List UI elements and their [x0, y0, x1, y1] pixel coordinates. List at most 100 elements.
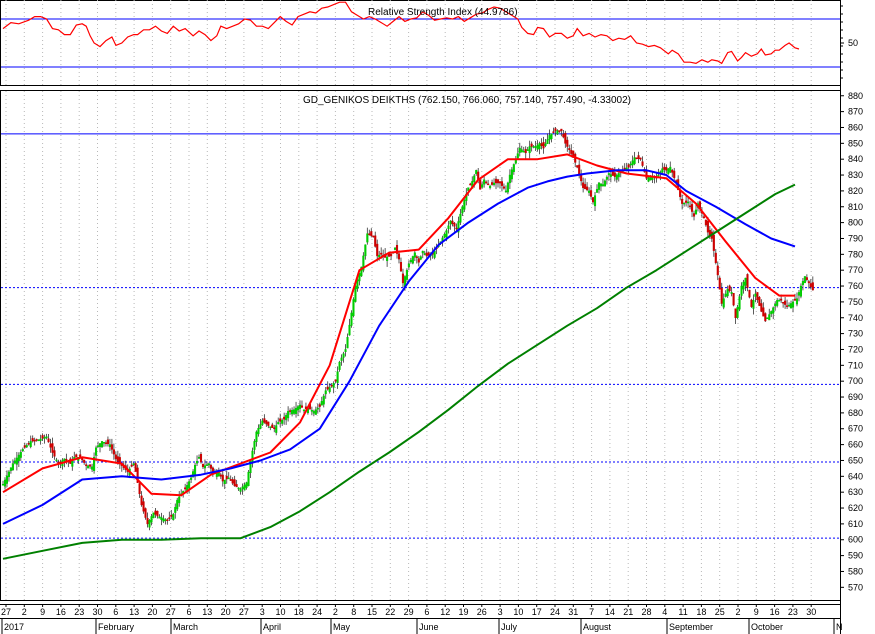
- candle-body: [807, 281, 810, 284]
- x-tick-label: 13: [129, 607, 139, 617]
- candle-body: [229, 479, 232, 481]
- candle-body: [265, 420, 268, 425]
- y-tick-label: 790: [848, 233, 863, 243]
- candle-body: [231, 479, 234, 484]
- y-tick-label: 600: [848, 535, 863, 545]
- candle-body: [285, 415, 288, 421]
- candle-body: [522, 151, 525, 153]
- candle-body: [690, 204, 694, 212]
- candle-body: [372, 235, 375, 238]
- x-tick-label: 27: [166, 607, 176, 617]
- moving-average-line: [2, 153, 795, 497]
- candle-body: [277, 422, 280, 425]
- candle-body: [378, 254, 381, 258]
- candle-body: [197, 457, 201, 459]
- candle-body: [134, 463, 137, 472]
- y-tick-label: 820: [848, 186, 863, 196]
- candle-body: [784, 300, 787, 305]
- candle-body: [108, 444, 111, 448]
- candle-body: [772, 307, 775, 314]
- y-tick-label: 620: [848, 503, 863, 513]
- candle-body: [647, 177, 650, 182]
- candle-body: [37, 439, 40, 442]
- candle-body: [461, 206, 464, 214]
- y-tick-label: 720: [848, 344, 863, 354]
- candle-body: [271, 424, 274, 428]
- candle-body: [267, 421, 270, 426]
- candle-body: [730, 292, 733, 294]
- candle-body: [259, 424, 262, 429]
- candle-body: [469, 183, 472, 186]
- candle-body: [55, 459, 58, 462]
- candle-body: [479, 179, 482, 190]
- candle-body: [96, 445, 100, 447]
- candle-body: [530, 143, 533, 147]
- candle-body: [253, 441, 256, 450]
- candle-body: [51, 443, 54, 453]
- candle-body: [407, 263, 410, 268]
- candle-body: [47, 438, 50, 443]
- candle-body: [552, 131, 555, 133]
- candle-body: [774, 303, 777, 307]
- candle-body: [776, 300, 779, 306]
- candle-body: [546, 139, 549, 145]
- x-tick-label: 26: [477, 607, 487, 617]
- rsi-line: [2, 1, 800, 65]
- candle-body: [168, 517, 171, 519]
- candle-body: [554, 128, 557, 131]
- candle-body: [716, 265, 719, 276]
- x-tick-label: 31: [568, 607, 578, 617]
- x-tick-label: 16: [770, 607, 780, 617]
- candle-body: [3, 479, 7, 487]
- candle-body: [799, 285, 802, 297]
- candle-body: [736, 306, 739, 318]
- candle-body: [683, 202, 686, 205]
- candle-body: [194, 464, 197, 475]
- candle-body: [395, 244, 399, 254]
- candle-body: [586, 186, 589, 191]
- candle-body: [443, 233, 446, 238]
- candle-body: [597, 182, 601, 190]
- candle-body: [687, 201, 690, 204]
- candle-body: [140, 495, 143, 506]
- candle-body: [35, 439, 38, 441]
- candle-body: [550, 133, 553, 140]
- candle-body: [750, 299, 753, 307]
- x-tick-label: 4: [662, 607, 667, 617]
- moving-average-line: [2, 169, 796, 525]
- candle-body: [449, 220, 452, 225]
- candle-body: [669, 166, 672, 173]
- month-label: February: [98, 622, 135, 632]
- candle-body: [348, 324, 351, 336]
- y-tick-label: 630: [848, 487, 863, 497]
- y-tick-label: 740: [848, 313, 863, 323]
- candle-body: [498, 181, 502, 184]
- y-tick-label: 650: [848, 455, 863, 465]
- candle-body: [623, 167, 626, 170]
- candle-body: [506, 182, 509, 193]
- rsi-layer: [1, 1, 840, 68]
- candle-body: [199, 453, 203, 463]
- candle-body: [21, 449, 24, 452]
- candle-body: [209, 464, 212, 469]
- candle-body: [599, 183, 603, 187]
- candle-body: [132, 463, 135, 466]
- candle-body: [801, 281, 804, 286]
- candle-body: [562, 133, 565, 138]
- candle-body: [518, 147, 521, 153]
- candle-body: [754, 293, 757, 297]
- x-tick-label: 7: [589, 607, 594, 617]
- candle-body: [532, 146, 535, 148]
- candle-body: [411, 256, 414, 264]
- candle-body: [223, 479, 226, 484]
- x-tick-label: 3: [498, 607, 503, 617]
- x-tick-label: 16: [56, 607, 66, 617]
- candle-body: [336, 371, 339, 383]
- x-tick-label: 6: [186, 607, 191, 617]
- candle-body: [694, 209, 698, 215]
- candle-body: [275, 425, 278, 433]
- candle-body: [362, 255, 365, 271]
- candle-body: [98, 443, 102, 448]
- y-tick-label: 880: [848, 91, 863, 101]
- candle-body: [324, 390, 327, 395]
